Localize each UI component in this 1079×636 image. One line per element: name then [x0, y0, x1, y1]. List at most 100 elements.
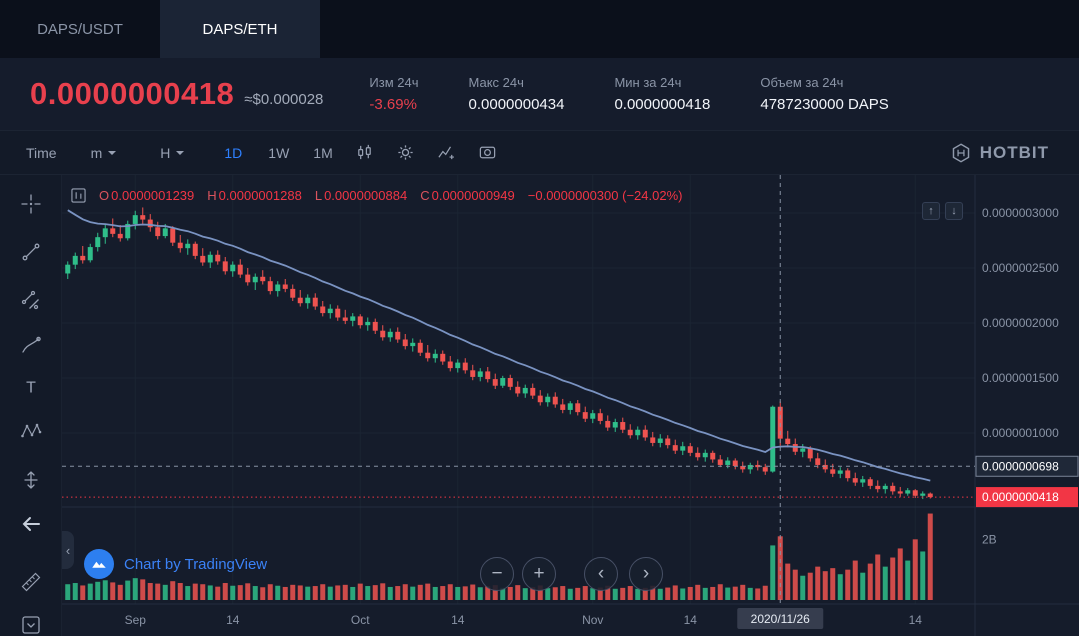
volume-bar: [815, 566, 821, 600]
interval-minutes-dropdown[interactable]: m: [91, 145, 117, 161]
interval-hours-dropdown[interactable]: H: [160, 145, 185, 161]
candle-body: [882, 485, 888, 490]
screenshot-icon: [479, 146, 495, 159]
candle-body: [275, 284, 281, 292]
price-axis-label: 0.0000002000: [982, 316, 1059, 330]
hotbit-brand[interactable]: HOTBIT: [950, 142, 1065, 164]
candle-body: [342, 317, 348, 321]
tradingview-attribution-link[interactable]: Chart by TradingView: [124, 555, 268, 573]
collapse-toolbar-button[interactable]: [0, 610, 62, 636]
candle-body: [657, 438, 663, 443]
volume-bar: [387, 586, 393, 600]
candle-body: [590, 413, 596, 419]
candle-body: [372, 321, 378, 331]
volume-bar: [357, 583, 363, 600]
interval-1d-button[interactable]: 1D: [224, 144, 243, 161]
candle-body: [417, 342, 423, 353]
volume-bar: [537, 585, 543, 600]
volume-bar: [290, 584, 296, 600]
candle-body: [200, 255, 206, 263]
grid-layer: [62, 175, 975, 604]
tab-daps-eth[interactable]: DAPS/ETH: [160, 0, 320, 58]
volume-bar: [590, 588, 596, 600]
settings-button[interactable]: [396, 143, 415, 162]
candle-body: [920, 493, 926, 496]
volume-bar: [425, 583, 431, 600]
pan-right-button[interactable]: ›: [629, 557, 663, 591]
candle-body: [290, 288, 296, 298]
candle-body: [530, 387, 536, 396]
volume-bar: [515, 585, 521, 600]
time-axis-labels: Sep 14 Oct 14 Nov 14 14: [125, 613, 923, 627]
pane-move-up-button[interactable]: ↑: [922, 202, 940, 220]
candle-body: [440, 353, 446, 362]
candle-style-button[interactable]: [355, 143, 374, 162]
candle-body: [95, 237, 101, 248]
volume-bar: [117, 584, 123, 600]
sidebar-collapse-handle[interactable]: ‹: [62, 531, 74, 569]
crosshair-tool-button[interactable]: [0, 189, 62, 219]
stat-high-24h: Макс 24ч 0.0000000434: [469, 75, 565, 113]
zoom-out-button[interactable]: −: [480, 557, 514, 591]
volume-bar: [410, 586, 416, 600]
volume-bar: [275, 585, 281, 600]
candle-body: [597, 413, 603, 421]
indicators-button[interactable]: [437, 143, 456, 162]
candle-body: [905, 490, 911, 494]
volume-bar: [305, 586, 311, 600]
price-chart[interactable]: 0.0000003000 0.0000002500 0.0000002000 0.00…: [62, 175, 1079, 636]
candle-body: [552, 396, 558, 405]
volume-bar: [455, 586, 461, 600]
volume-bar: [552, 587, 558, 600]
change-value: −0.0000000300 (−24.02%): [527, 188, 683, 203]
volume-bar: [485, 586, 491, 600]
candle-body: [455, 362, 461, 369]
candle-body: [522, 387, 528, 394]
channel-tool-button[interactable]: [0, 285, 62, 315]
caret-down-icon: [108, 150, 117, 155]
volume-bar: [830, 568, 836, 600]
trendline-tool-button[interactable]: [0, 237, 62, 267]
brush-tool-button[interactable]: [0, 330, 62, 360]
screenshot-button[interactable]: [478, 143, 497, 162]
volume-bar: [447, 584, 453, 600]
candle-body: [117, 233, 123, 239]
trendline-icon: [22, 243, 40, 261]
volume-bar: [140, 579, 146, 600]
pan-left-button[interactable]: ‹: [584, 557, 618, 591]
zoom-in-button[interactable]: +: [522, 557, 556, 591]
candle-body: [875, 485, 881, 490]
stat-value: -3.69%: [369, 96, 417, 113]
back-arrow-button[interactable]: [0, 509, 62, 539]
candle-body: [447, 361, 453, 369]
volume-bar: [282, 586, 288, 600]
candle-body: [732, 460, 738, 467]
candle-body: [320, 306, 326, 314]
candle-body: [387, 331, 393, 338]
candle-body: [770, 406, 776, 472]
time-label: Time: [26, 144, 57, 161]
measure-tool-button[interactable]: [0, 567, 62, 597]
price-range-tool-button[interactable]: [0, 465, 62, 495]
tab-daps-usdt[interactable]: DAPS/USDT: [0, 0, 160, 58]
interval-1w-button[interactable]: 1W: [268, 144, 290, 161]
candle-body: [492, 379, 498, 386]
chart-toolbar: Time m H 1D 1W 1M: [0, 130, 1079, 175]
volume-bar: [147, 583, 153, 600]
pane-move-down-button[interactable]: ↓: [945, 202, 963, 220]
volume-bar: [200, 584, 206, 600]
candle-body: [65, 264, 71, 274]
candle-body: [837, 470, 843, 474]
stat-value: 0.0000000434: [468, 96, 565, 113]
candle-body: [357, 316, 363, 326]
candle-body: [470, 370, 476, 377]
candle-body: [575, 403, 581, 413]
text-tool-button[interactable]: T: [0, 372, 62, 402]
volume-bar: [192, 583, 198, 600]
crosshair-date-label: 2020/11/26: [751, 612, 810, 626]
pattern-tool-button[interactable]: [0, 416, 62, 446]
stat-label: Мин за 24ч: [614, 75, 682, 90]
volume-bar: [65, 584, 71, 600]
interval-1m-button[interactable]: 1M: [313, 144, 333, 161]
volume-bar: [740, 584, 746, 600]
